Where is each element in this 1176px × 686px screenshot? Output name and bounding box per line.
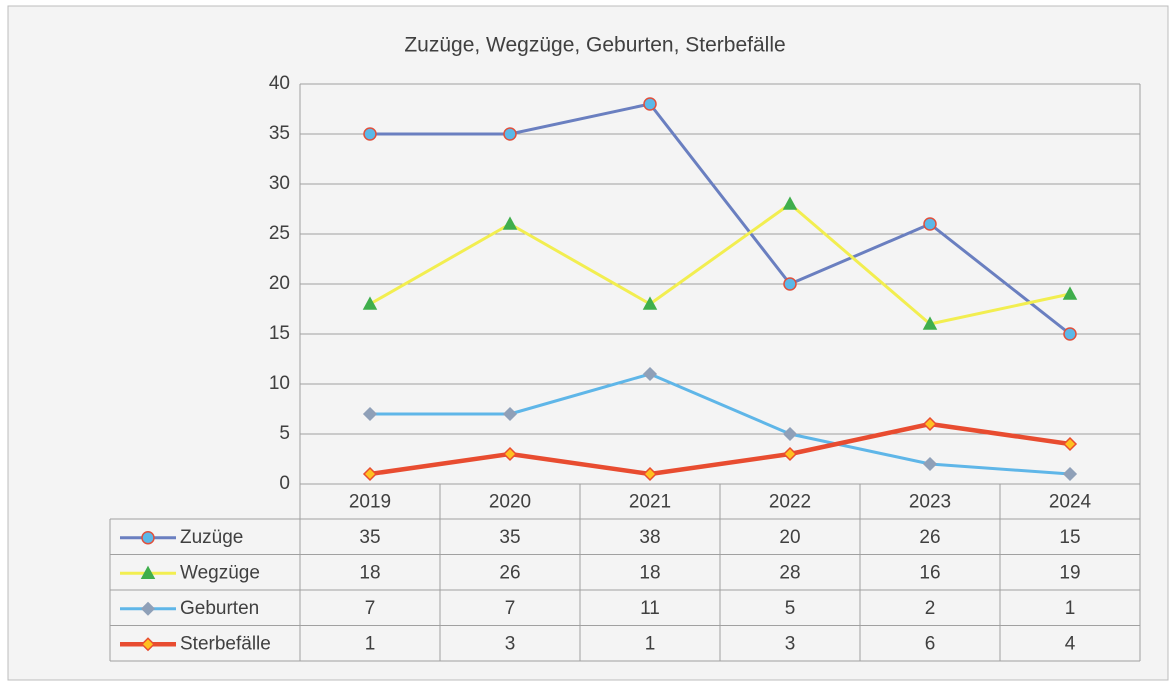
- data-point: [642, 466, 658, 482]
- table-value: 1: [1065, 598, 1076, 619]
- table-value: 26: [919, 527, 940, 548]
- data-point: [782, 426, 798, 442]
- data-point: [643, 97, 657, 111]
- legend-marker: [141, 531, 155, 545]
- data-point: [362, 296, 378, 310]
- legend-label: Zuzüge: [180, 527, 243, 548]
- x-tick-label: 2024: [1049, 492, 1092, 513]
- y-tick-label: 40: [269, 73, 290, 94]
- data-point: [922, 416, 938, 432]
- data-point: [642, 296, 658, 310]
- series-line: [369, 421, 1071, 477]
- series-line: [369, 202, 1071, 326]
- data-point: [922, 316, 938, 330]
- table-value: 26: [499, 562, 520, 583]
- data-point: [502, 446, 518, 462]
- data-point: [1063, 327, 1077, 341]
- y-tick-label: 20: [269, 273, 290, 294]
- data-point: [782, 196, 798, 210]
- table-value: 18: [359, 562, 380, 583]
- table-value: 19: [1059, 562, 1080, 583]
- data-point: [362, 406, 378, 422]
- data-point: [1062, 286, 1078, 300]
- table-value: 11: [640, 598, 660, 619]
- y-tick-label: 0: [279, 473, 290, 494]
- y-tick-label: 30: [269, 173, 290, 194]
- data-point: [362, 466, 378, 482]
- data-point: [503, 127, 517, 141]
- data-point: [923, 217, 937, 231]
- table-value: 35: [499, 527, 520, 548]
- legend-marker: [140, 565, 156, 579]
- legend-label: Sterbefälle: [180, 633, 271, 654]
- legend-label: Geburten: [180, 598, 259, 619]
- table-value: 7: [505, 598, 516, 619]
- table-value: 4: [1065, 633, 1076, 654]
- data-point: [782, 446, 798, 462]
- x-tick-label: 2020: [489, 492, 531, 513]
- table-value: 18: [639, 562, 660, 583]
- data-point: [1062, 466, 1078, 482]
- y-tick-label: 15: [269, 323, 290, 344]
- legend-label: Wegzüge: [180, 562, 260, 583]
- x-tick-label: 2023: [909, 492, 951, 513]
- chart-title: Zuzüge, Wegzüge, Geburten, Sterbefälle: [404, 34, 785, 57]
- table-value: 38: [639, 527, 660, 548]
- table-value: 1: [645, 633, 656, 654]
- table-value: 3: [505, 633, 516, 654]
- x-tick-label: 2022: [769, 492, 811, 513]
- data-point: [922, 456, 938, 472]
- data-point: [1062, 436, 1078, 452]
- table-value: 16: [919, 562, 940, 583]
- table-value: 15: [1059, 527, 1080, 548]
- data-point: [642, 366, 658, 382]
- table-value: 5: [785, 598, 796, 619]
- x-tick-label: 2021: [629, 492, 671, 513]
- table-value: 3: [785, 633, 796, 654]
- table-value: 20: [779, 527, 800, 548]
- table-value: 2: [925, 598, 936, 619]
- x-tick-label: 2019: [349, 492, 391, 513]
- y-tick-label: 25: [269, 223, 290, 244]
- y-tick-label: 35: [269, 123, 290, 144]
- table-value: 28: [779, 562, 800, 583]
- table-value: 1: [365, 633, 376, 654]
- table-value: 35: [359, 527, 380, 548]
- series-line: [370, 102, 1071, 336]
- table-value: 6: [925, 633, 936, 654]
- y-tick-label: 5: [279, 423, 290, 444]
- data-point: [502, 406, 518, 422]
- data-point: [783, 277, 797, 291]
- y-tick-label: 10: [269, 373, 290, 394]
- table-value: 7: [365, 598, 376, 619]
- legend-marker: [140, 601, 156, 616]
- data-point: [502, 216, 518, 230]
- legend-marker: [140, 637, 156, 652]
- series-line: [370, 372, 1071, 476]
- data-point: [363, 127, 377, 141]
